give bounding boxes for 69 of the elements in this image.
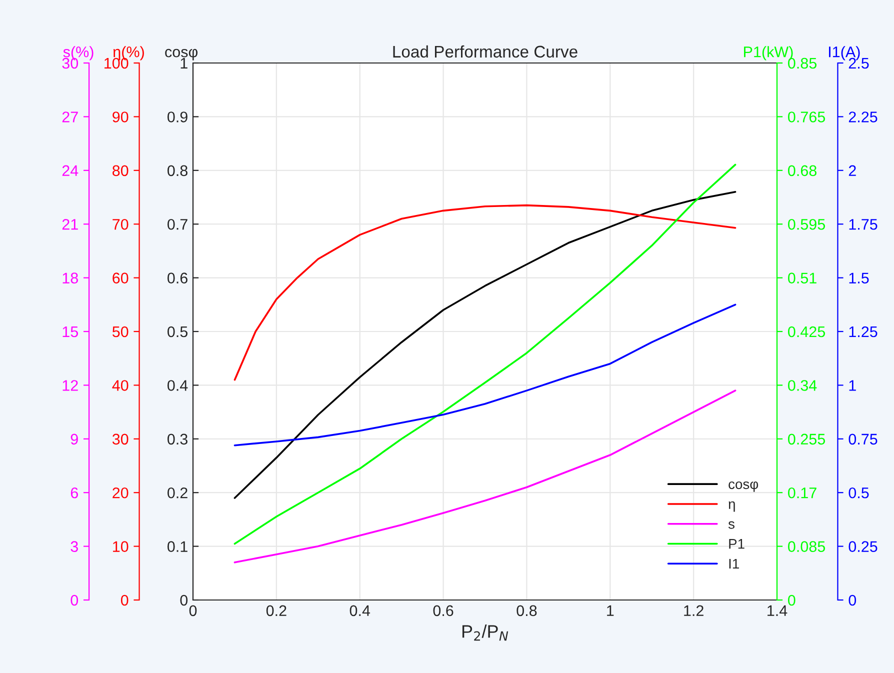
y-tick-label: 0.765 bbox=[788, 112, 826, 122]
y2-tick-label: 0 bbox=[120, 594, 128, 606]
y2-tick-label: 60 bbox=[112, 272, 128, 284]
line-series bbox=[234, 304, 736, 446]
y2-tick-label: 20 bbox=[112, 487, 128, 498]
y-tick-label: 0.5 bbox=[168, 326, 188, 338]
y-tick-label: 24 bbox=[62, 165, 78, 176]
x-tick-label: 1.4 bbox=[768, 605, 788, 616]
y-tick-label: 0.595 bbox=[788, 218, 826, 230]
y-tick-label: 0.3 bbox=[168, 434, 188, 445]
legend-label: s bbox=[728, 521, 734, 529]
line-series bbox=[234, 204, 736, 381]
legend-label: I1 bbox=[729, 558, 739, 569]
y-tick-label: 12 bbox=[62, 380, 78, 391]
y-tick-label: 0.68 bbox=[788, 165, 816, 176]
y-axis-title: cosφ bbox=[165, 48, 198, 60]
y-tick-label: 0.6 bbox=[168, 272, 188, 284]
y-tick-label: 0 bbox=[788, 594, 796, 606]
y2-tick-label: 1 bbox=[849, 380, 856, 391]
y2-tick-label: 0.5 bbox=[848, 487, 869, 498]
y-tick-label: 0.17 bbox=[788, 487, 816, 498]
y-tick-label: 0.2 bbox=[168, 487, 188, 498]
x-tick-label: 1 bbox=[607, 605, 614, 616]
y-tick-label: 9 bbox=[70, 434, 78, 445]
y2-tick-label: 0 bbox=[848, 594, 856, 606]
y2-tick-label: 2.25 bbox=[848, 112, 878, 122]
y-tick-label: 3 bbox=[70, 541, 78, 552]
y-tick-label: 0.085 bbox=[788, 541, 826, 552]
y2-tick-label: 2 bbox=[848, 165, 856, 176]
x-tick-label: 0.2 bbox=[266, 605, 286, 616]
y-tick-label: 0.1 bbox=[168, 541, 188, 552]
x-tick-label: 1.2 bbox=[684, 605, 704, 616]
x-tick-label: 0.4 bbox=[350, 605, 370, 616]
legend-label: η bbox=[728, 501, 735, 512]
y2-tick-label: 70 bbox=[112, 218, 128, 230]
y-tick-label: 0.7 bbox=[168, 218, 188, 230]
y-tick-label: 1 bbox=[180, 58, 188, 69]
y-tick-label: 0.8 bbox=[168, 165, 188, 176]
y2-tick-label: 50 bbox=[112, 326, 128, 338]
y2-tick-label: 1.5 bbox=[849, 272, 869, 284]
y-tick-label: 6 bbox=[70, 487, 78, 498]
y-tick-label: 0 bbox=[180, 594, 188, 606]
x-tick-label: 0.6 bbox=[433, 605, 454, 616]
x-axis-title: P$_{2}$/P$_{N}$ bbox=[462, 624, 508, 641]
y-tick-label: 15 bbox=[62, 326, 78, 338]
y-tick-label: 0.425 bbox=[788, 326, 826, 338]
y2-tick-label: 80 bbox=[112, 165, 128, 176]
legend-label: P1 bbox=[729, 539, 744, 549]
y-tick-label: 0.51 bbox=[788, 272, 816, 284]
y2-tick-label: 10 bbox=[113, 541, 128, 552]
y-tick-label: 0.34 bbox=[788, 380, 817, 391]
y2-tick-label: 0.75 bbox=[848, 434, 878, 445]
x-tick-label: 0.8 bbox=[516, 605, 537, 616]
y2-tick-label: 90 bbox=[112, 112, 128, 122]
x-tick-label: 0 bbox=[189, 605, 197, 616]
y-tick-label: 0.4 bbox=[168, 380, 188, 391]
y2-tick-label: 30 bbox=[112, 434, 128, 445]
y-tick-label: 0.255 bbox=[788, 434, 826, 445]
y-tick-label: 0 bbox=[70, 594, 78, 606]
y-tick-label: 0.9 bbox=[168, 112, 188, 122]
legend-label: cosφ bbox=[728, 481, 758, 492]
y2-tick-label: 1.75 bbox=[849, 219, 878, 230]
chart-title: Load Performance Curve bbox=[393, 45, 578, 58]
y-tick-label: 27 bbox=[62, 112, 78, 122]
y2-tick-label: 40 bbox=[112, 380, 128, 391]
y2-tick-label: 1.25 bbox=[849, 326, 878, 338]
y2-tick-label: 0.25 bbox=[848, 541, 878, 552]
y-tick-label: 18 bbox=[62, 272, 78, 284]
y-tick-label: 21 bbox=[62, 218, 78, 230]
